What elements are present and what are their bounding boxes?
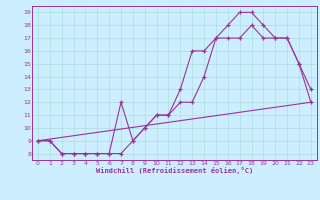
X-axis label: Windchill (Refroidissement éolien,°C): Windchill (Refroidissement éolien,°C)	[96, 167, 253, 174]
